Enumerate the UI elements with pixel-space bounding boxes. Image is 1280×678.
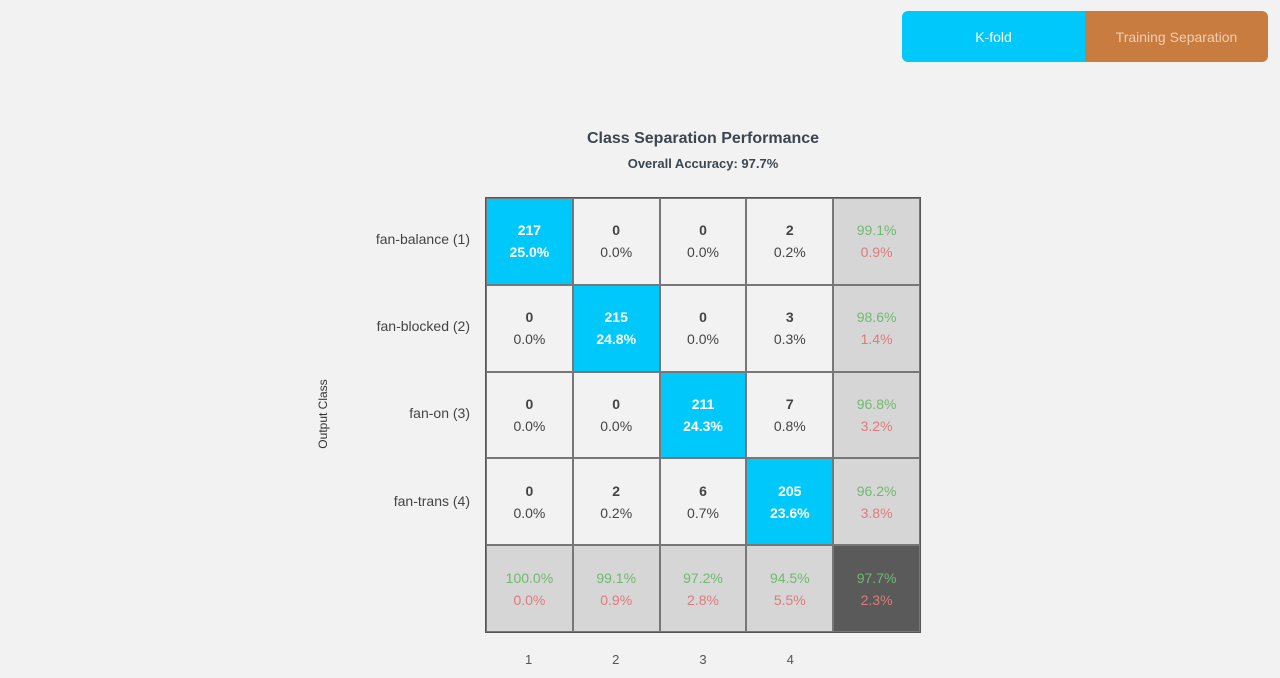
cell-percent: 23.6%	[769, 504, 810, 521]
row-correct-percent: 96.2%	[856, 482, 897, 499]
cell-percent: 0.0%	[687, 244, 719, 261]
column-label: 3	[699, 652, 707, 667]
cell-percent: 0.2%	[773, 244, 806, 261]
matrix-cell: 2 0.2%	[572, 458, 660, 546]
cell-percent: 0.8%	[773, 417, 806, 434]
cell-count: 3	[785, 309, 794, 326]
kfold-button[interactable]: K-fold	[902, 11, 1085, 62]
cell-percent: 0.7%	[687, 504, 719, 521]
cell-count: 7	[785, 395, 794, 412]
column-correct-percent: 97.2%	[683, 569, 723, 586]
cell-percent: 0.0%	[600, 244, 633, 261]
column-summary-cell: 94.5% 5.5%	[746, 545, 834, 632]
row-summary-cell: 98.6% 1.4%	[833, 284, 920, 372]
cell-percent: 0.2%	[600, 504, 633, 521]
column-summary-cell: 97.2% 2.8%	[659, 545, 747, 632]
cell-percent: 0.3%	[773, 331, 806, 348]
overall-error: 2.3%	[860, 591, 893, 608]
matrix-cell: 0 0.0%	[572, 198, 660, 285]
matrix-cell: 0 0.0%	[486, 284, 573, 372]
column-correct-percent: 99.1%	[596, 569, 637, 586]
column-correct-percent: 94.5%	[769, 569, 810, 586]
cell-count: 6	[699, 482, 707, 499]
cell-count: 0	[612, 222, 621, 239]
row-error-percent: 1.4%	[860, 331, 893, 348]
cell-count: 0	[699, 222, 707, 239]
row-label: fan-on (3)	[409, 405, 470, 422]
cell-count: 2	[612, 482, 621, 499]
row-correct-percent: 96.8%	[856, 395, 897, 412]
row-label: fan-blocked (2)	[376, 318, 470, 335]
cell-percent: 0.0%	[513, 331, 546, 348]
cell-percent: 0.0%	[687, 331, 719, 348]
column-error-percent: 0.9%	[600, 591, 633, 608]
matrix-cell: 0 0.0%	[572, 371, 660, 459]
row-label: fan-trans (4)	[393, 492, 470, 509]
cell-count: 205	[778, 482, 802, 499]
column-summary-cell: 99.1% 0.9%	[572, 545, 660, 632]
cell-count: 0	[525, 309, 534, 326]
cell-count: 211	[691, 395, 715, 412]
cell-count: 2	[785, 222, 794, 239]
row-error-percent: 3.2%	[860, 417, 893, 434]
cell-percent: 0.0%	[600, 417, 633, 434]
matrix-cell: 0 0.0%	[659, 284, 747, 372]
cell-count: 0	[525, 395, 534, 412]
matrix-cell: 0 0.0%	[659, 198, 747, 285]
column-label: 2	[612, 652, 620, 667]
row-error-percent: 0.9%	[860, 244, 893, 261]
row-summary-cell: 96.8% 3.2%	[833, 371, 920, 459]
cell-percent: 24.8%	[596, 331, 637, 348]
cell-count: 215	[604, 309, 628, 326]
column-error-percent: 0.0%	[513, 591, 546, 608]
column-label: 1	[524, 652, 533, 667]
row-correct-percent: 99.1%	[856, 222, 897, 239]
matrix-cell: 0 0.0%	[486, 458, 573, 546]
cell-count: 0	[525, 482, 534, 499]
column-correct-percent: 100.0%	[505, 569, 554, 586]
mode-toggle: K-fold Training Separation	[902, 11, 1268, 62]
chart-subtitle: Overall Accuracy: 97.7%	[627, 156, 779, 171]
matrix-cell: 205 23.6%	[746, 458, 834, 546]
y-axis-label: Output Class	[316, 379, 330, 449]
matrix-cell: 217 25.0%	[486, 198, 573, 285]
column-label: 4	[786, 652, 794, 667]
row-summary-cell: 96.2% 3.8%	[833, 458, 920, 546]
matrix-cell: 0 0.0%	[486, 371, 573, 459]
matrix-cell: 6 0.7%	[659, 458, 747, 546]
cell-count: 0	[612, 395, 621, 412]
cell-percent: 0.0%	[513, 504, 546, 521]
cell-count: 217	[517, 222, 542, 239]
chart-title: Class Separation Performance	[586, 130, 820, 147]
matrix-cell: 7 0.8%	[746, 371, 834, 459]
row-error-percent: 3.8%	[860, 504, 893, 521]
matrix-cell: 3 0.3%	[746, 284, 834, 372]
row-correct-percent: 98.6%	[856, 309, 897, 326]
row-label: fan-balance (1)	[375, 231, 470, 247]
matrix-cell: 215 24.8%	[572, 284, 660, 372]
cell-percent: 25.0%	[509, 244, 550, 261]
column-summary-cell: 100.0% 0.0%	[486, 545, 573, 632]
training-separation-button[interactable]: Training Separation	[1085, 11, 1268, 62]
cell-percent: 0.0%	[513, 417, 546, 434]
row-summary-cell: 99.1% 0.9%	[833, 198, 920, 285]
matrix-cell: 211 24.3%	[659, 371, 747, 459]
confusion-matrix: 217 25.0% 0 0.0% 0 0.0% 2 0.2% 99.1% 0.9% 0 0.0% 215…	[485, 197, 921, 633]
column-error-percent: 2.8%	[687, 591, 719, 608]
overall-summary-cell: 97.7% 2.3%	[833, 545, 920, 632]
cell-count: 0	[699, 309, 707, 326]
column-error-percent: 5.5%	[773, 591, 806, 608]
matrix-cell: 2 0.2%	[746, 198, 834, 285]
cell-percent: 24.3%	[683, 417, 723, 434]
overall-accuracy: 97.7%	[856, 569, 897, 586]
